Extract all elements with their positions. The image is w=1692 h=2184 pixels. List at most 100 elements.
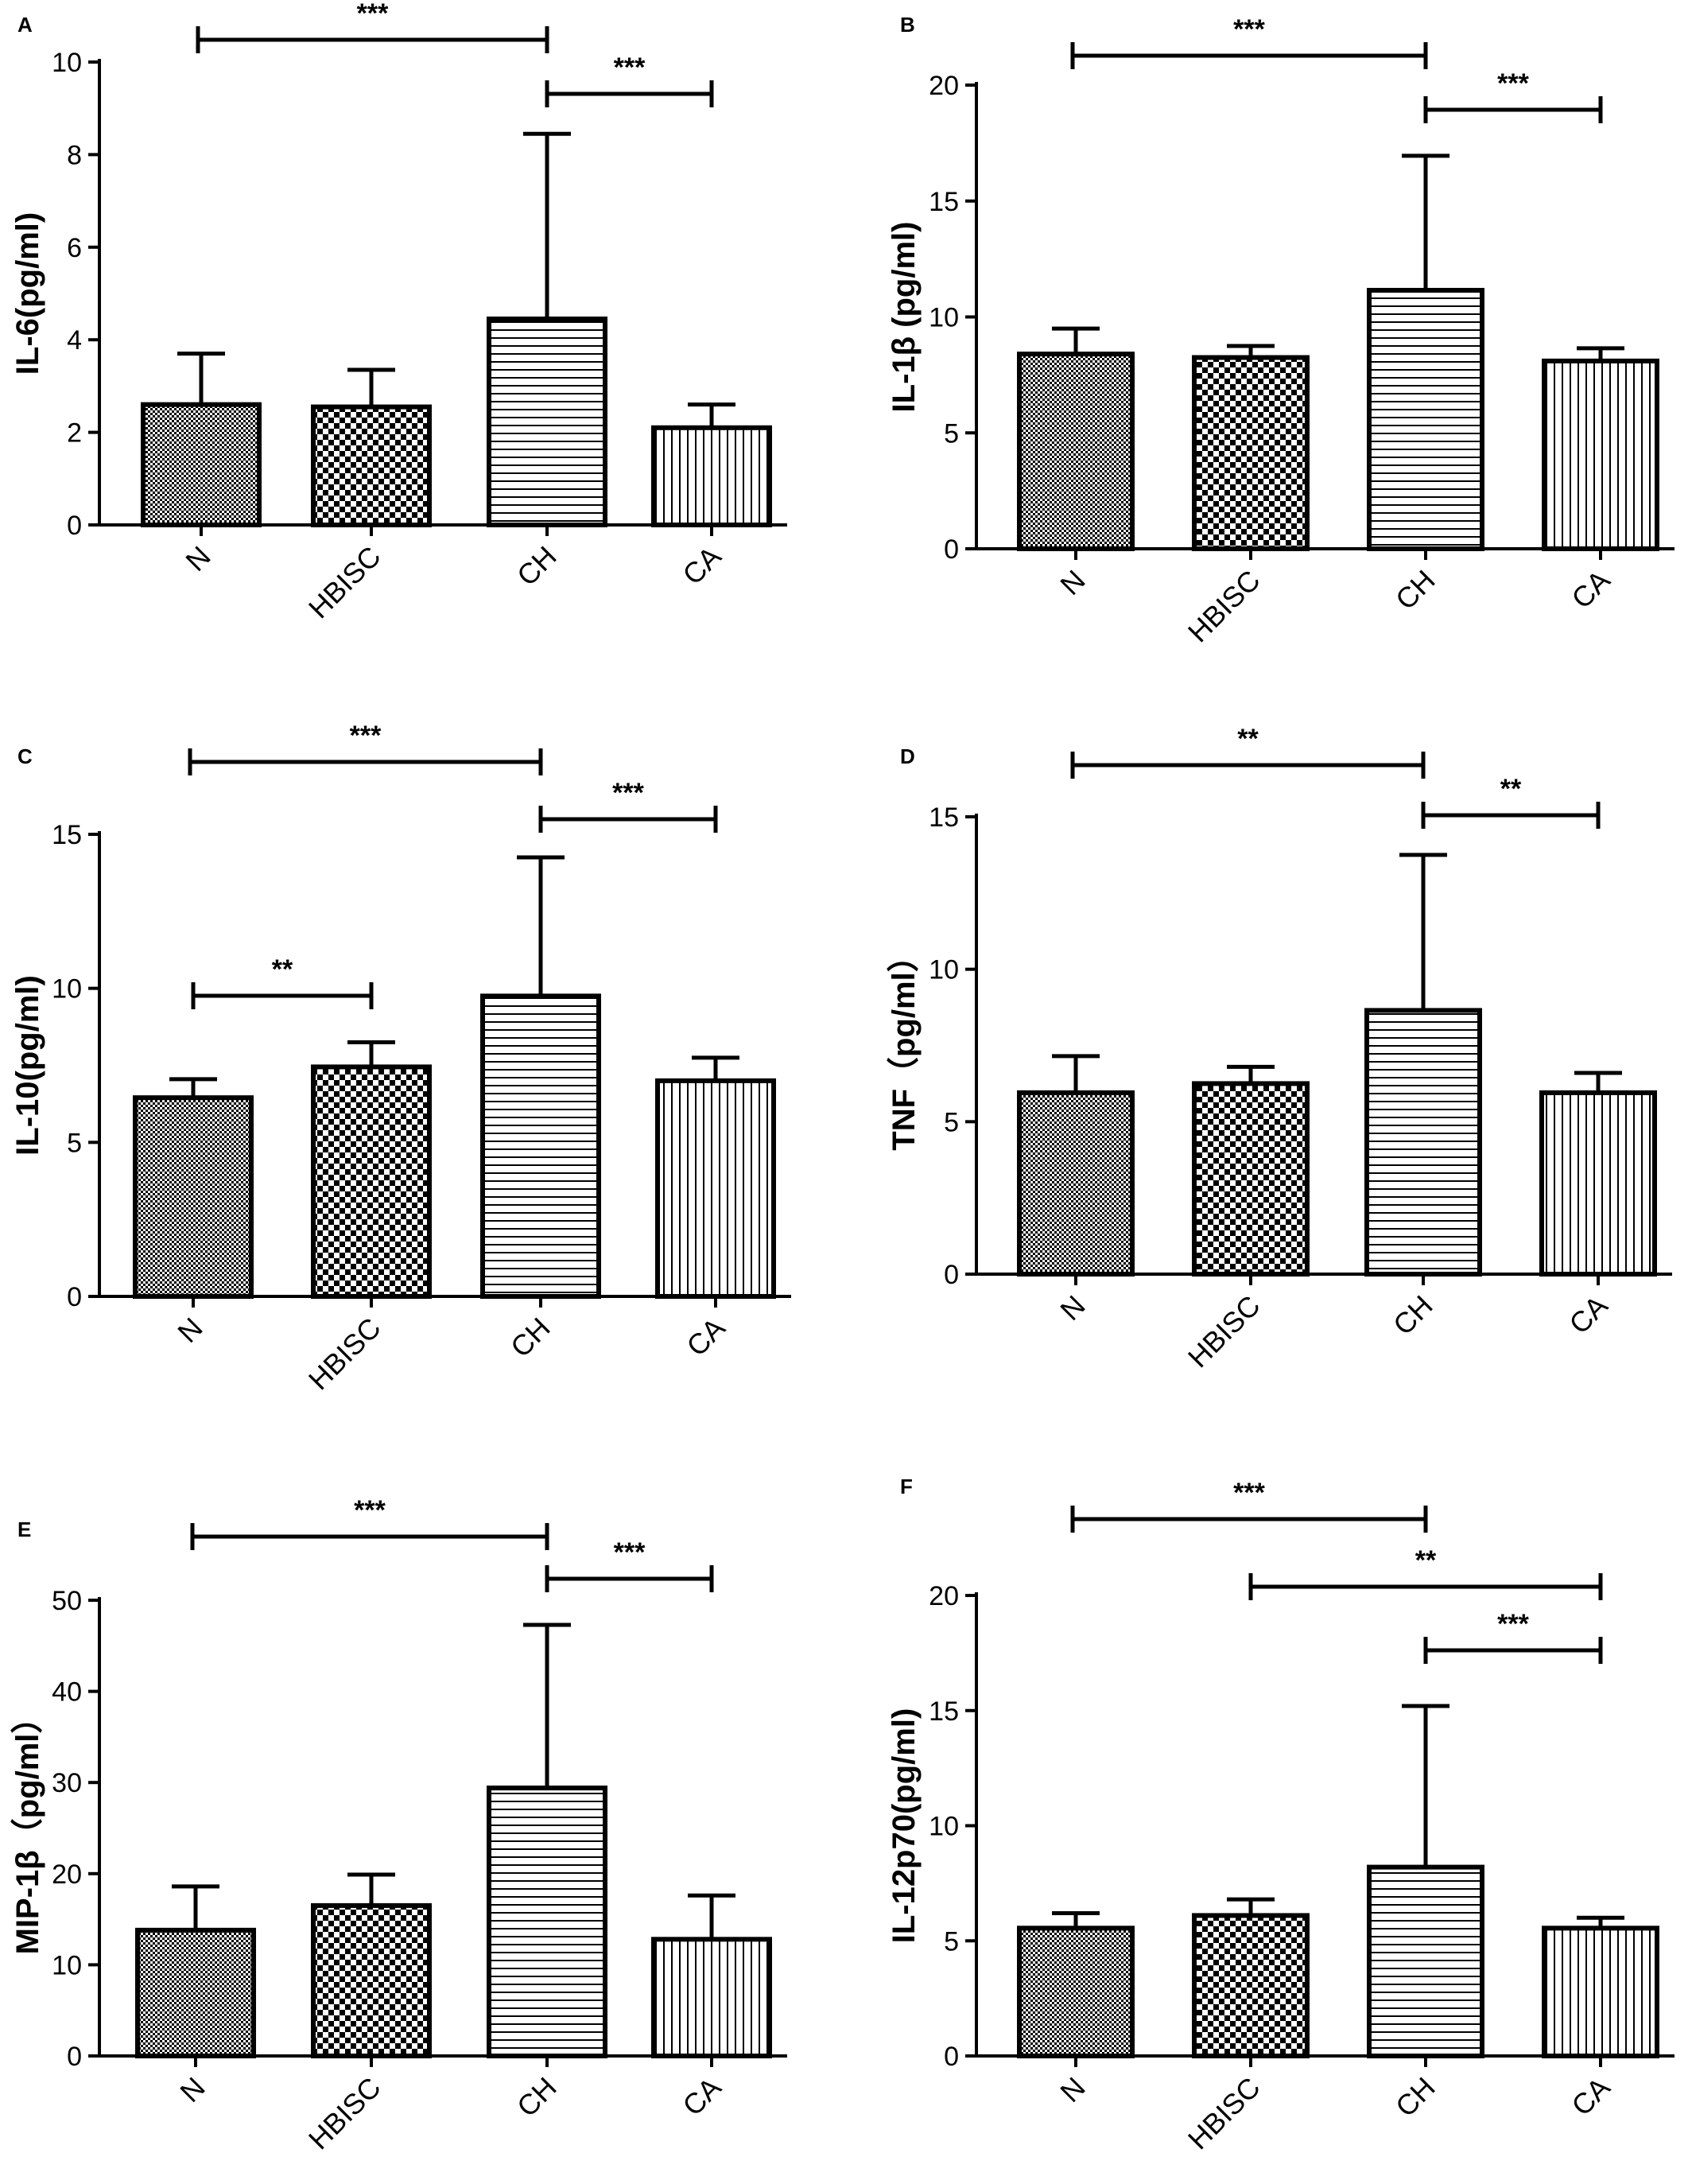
y-tick-label: 10: [52, 974, 82, 1005]
significance-label: ***: [357, 0, 389, 29]
bar-hbisc: [1192, 1913, 1310, 2059]
bar-ch: [1367, 1864, 1484, 2059]
x-tick-label: HBISC: [1182, 2071, 1267, 2156]
panel-letter: E: [17, 1518, 31, 1541]
x-tick-label: N: [171, 1312, 208, 1349]
y-tick-label: 5: [944, 418, 959, 449]
bar-n: [141, 402, 262, 527]
y-tick-label: 40: [52, 1677, 82, 1708]
bar-n: [1017, 352, 1135, 552]
bar-ca: [651, 425, 772, 528]
x-tick-label: CA: [1562, 1289, 1613, 1340]
bar-ca: [1542, 358, 1659, 552]
significance-label: ***: [1497, 1609, 1529, 1639]
y-tick-label: 20: [929, 71, 959, 101]
y-tick-label: 0: [67, 511, 82, 541]
y-tick-label: 0: [67, 2042, 82, 2072]
x-tick-label: N: [173, 2071, 211, 2108]
significance-label: ***: [354, 1495, 386, 1525]
x-tick-label: CH: [1389, 564, 1442, 616]
significance-label: ***: [1233, 14, 1265, 45]
y-tick-label: 15: [52, 820, 82, 850]
panel-letter: B: [900, 13, 915, 37]
x-tick-label: N: [1054, 1289, 1091, 1327]
bar-ch: [1364, 1008, 1482, 1277]
panel-letter: F: [900, 1475, 913, 1498]
y-tick-label: 6: [67, 233, 82, 263]
chart-panel-e: E MIP-1β（pg/ml） 0 10 20 30 40 50 N HBISC CH CA *** **…: [10, 1495, 787, 2155]
y-tick-label: 10: [929, 955, 959, 985]
y-tick-label: 2: [67, 418, 82, 449]
significance-label: ***: [350, 721, 382, 751]
significance-label: **: [1500, 774, 1522, 804]
x-tick-label: N: [1054, 2071, 1091, 2108]
chart-panel-b: B IL-1β (pg/ml) 0 5 10 15 20 N HBISC CH CA *** ***: [887, 13, 1675, 648]
chart-panel-a: A IL-6(pg/ml) 0 2 4 6 8 10 N HBISC CH CA *** ***: [10, 0, 787, 624]
y-tick-label: 10: [929, 1812, 959, 1842]
bar-n: [135, 1927, 256, 2059]
x-tick-label: CA: [1565, 564, 1616, 615]
y-tick-label: 0: [944, 534, 959, 565]
bar-hbisc: [311, 1064, 432, 1299]
bar-hbisc: [311, 1902, 432, 2058]
x-tick-label: CH: [1387, 1289, 1439, 1342]
significance-label: ***: [612, 778, 644, 808]
x-tick-label: CH: [1389, 2071, 1442, 2124]
bar-n: [1017, 1926, 1135, 2058]
significance-label: ***: [614, 1537, 646, 1568]
bar-hbisc: [311, 404, 432, 527]
panel-letter: C: [17, 744, 33, 768]
y-tick-label: 8: [67, 140, 82, 170]
significance-label: ***: [1497, 68, 1529, 99]
panel-letter: D: [900, 744, 915, 768]
bar-ch: [487, 1786, 607, 2058]
x-tick-label: N: [1054, 564, 1091, 601]
x-tick-label: HBISC: [302, 1312, 387, 1397]
panel-letter: A: [17, 13, 33, 37]
y-tick-label: 5: [944, 1926, 959, 1957]
bar-hbisc: [1192, 355, 1310, 552]
bar-ca: [1542, 1926, 1659, 2058]
y-axis-label: IL-12p70(pg/ml): [887, 1708, 922, 1944]
y-tick-label: 30: [52, 1768, 82, 1798]
significance-label: ***: [1233, 1478, 1265, 1508]
bar-ca: [655, 1078, 776, 1300]
bar-n: [133, 1095, 254, 1300]
y-axis-label: IL-10(pg/ml): [10, 975, 45, 1156]
x-tick-label: CA: [676, 2071, 727, 2122]
y-tick-label: 0: [944, 2042, 959, 2072]
bar-ch: [480, 993, 601, 1299]
y-tick-label: 0: [67, 1282, 82, 1312]
x-tick-label: HBISC: [1182, 564, 1267, 649]
y-tick-label: 50: [52, 1586, 82, 1616]
x-tick-label: N: [179, 540, 216, 577]
y-tick-label: 10: [52, 1950, 82, 1980]
y-tick-label: 10: [929, 303, 959, 333]
y-tick-label: 10: [52, 48, 82, 78]
significance-label: **: [1237, 724, 1259, 754]
significance-label: ***: [614, 52, 646, 83]
x-tick-label: HBISC: [1182, 1289, 1267, 1374]
x-tick-label: CA: [1565, 2071, 1616, 2122]
bar-ca: [1539, 1090, 1657, 1277]
y-tick-label: 15: [929, 802, 959, 833]
y-tick-label: 15: [929, 1696, 959, 1727]
y-axis-label: IL-6(pg/ml): [10, 212, 45, 375]
chart-panel-d: D TNF（pg/ml） 0 5 10 15 N HBISC CH CA ** **: [887, 724, 1672, 1374]
x-tick-label: CH: [510, 540, 563, 593]
x-tick-label: HBISC: [302, 2071, 387, 2156]
x-tick-label: CA: [680, 1312, 731, 1362]
y-tick-label: 5: [944, 1107, 959, 1137]
y-tick-label: 20: [52, 1860, 82, 1890]
y-tick-label: 4: [67, 325, 82, 356]
significance-label: **: [1415, 1545, 1437, 1576]
significance-label: **: [272, 954, 293, 985]
x-tick-label: CA: [676, 540, 727, 591]
bar-ca: [651, 1937, 772, 2059]
y-axis-label: IL-1β (pg/ml): [887, 222, 922, 413]
x-tick-label: HBISC: [302, 540, 387, 625]
bar-hbisc: [1192, 1081, 1310, 1277]
